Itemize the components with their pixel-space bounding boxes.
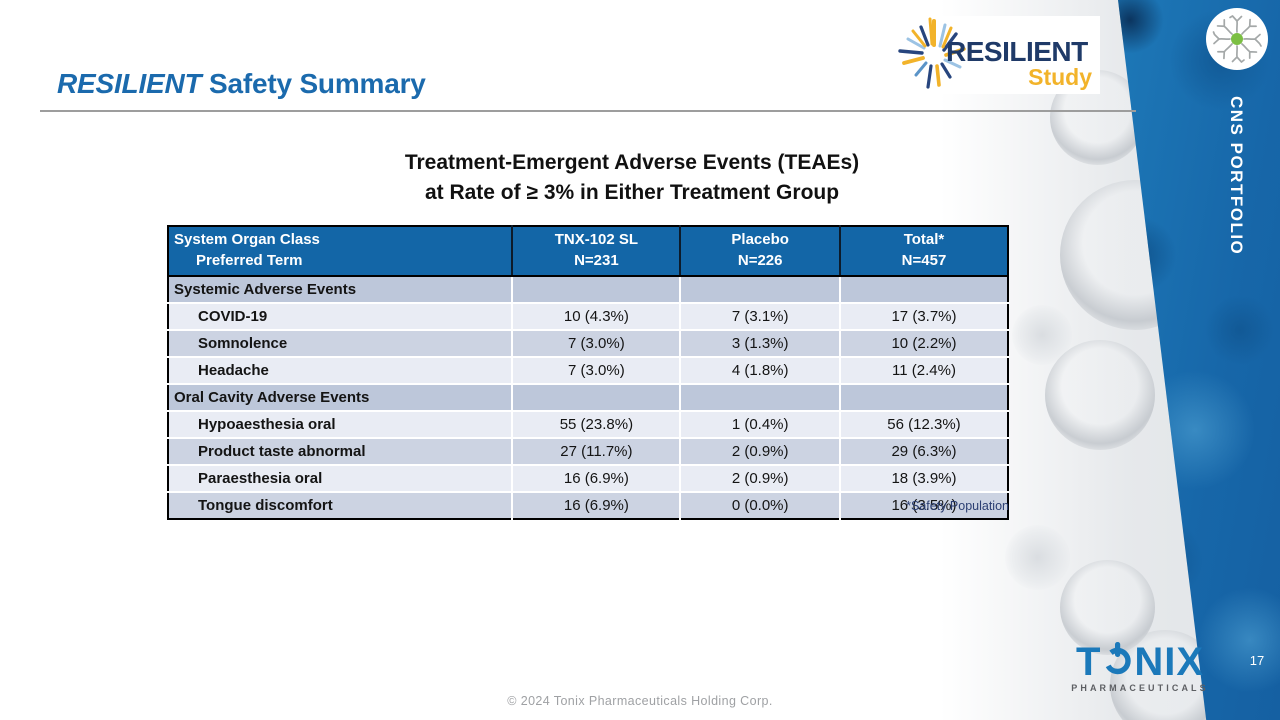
row-value: 7 (3.0%): [511, 356, 681, 385]
header-system-organ-class: System Organ Class Preferred Term: [168, 226, 513, 278]
table-row: Hypoaesthesia oral 55 (23.8%) 1 (0.4%) 56 (…: [168, 410, 1008, 439]
table-header-row: System Organ Class Preferred Term TNX-10…: [168, 226, 1008, 278]
page-number: 17: [1249, 653, 1265, 668]
table-row: Paraesthesia oral 16 (6.9%) 2 (0.9%) 18 (3.…: [168, 464, 1008, 493]
row-label: Tongue discomfort: [168, 491, 513, 520]
row-value: [838, 275, 1008, 304]
power-button-icon: [1102, 642, 1133, 678]
row-value: 18 (3.9%): [838, 464, 1008, 493]
row-value: 3 (1.3%): [679, 329, 840, 358]
row-value: 16 (3.5%): [838, 491, 1008, 520]
table-row: Product taste abnormal 27 (11.7%) 2 (0.9%)…: [168, 437, 1008, 466]
row-label: Hypoaesthesia oral: [168, 410, 513, 439]
table-row: Oral Cavity Adverse Events: [168, 383, 1008, 412]
page-title: RESILIENT Safety Summary: [57, 68, 426, 100]
row-label: Oral Cavity Adverse Events: [168, 383, 513, 412]
table-row: COVID-19 10 (4.3%) 7 (3.1%) 17 (3.7%): [168, 302, 1008, 331]
molecule-bubble: [1045, 340, 1155, 450]
row-value: 1 (0.4%): [679, 410, 840, 439]
row-value: 10 (4.3%): [511, 302, 681, 331]
row-label: COVID-19: [168, 302, 513, 331]
row-label: Systemic Adverse Events: [168, 275, 513, 304]
row-value: 0 (0.0%): [679, 491, 840, 520]
row-value: [838, 383, 1008, 412]
row-value: 7 (3.0%): [511, 329, 681, 358]
neuron-icon: [1205, 7, 1269, 71]
cns-portfolio-label: CNS PORTFOLIO: [1227, 96, 1246, 256]
row-value: 16 (6.9%): [511, 491, 681, 520]
tonix-logo-text: T NIX: [1070, 640, 1210, 684]
teae-table-body: Systemic Adverse Events COVID-19 10 (4.3%)…: [168, 275, 1008, 520]
copyright: © 2024 Tonix Pharmaceuticals Holding Cor…: [507, 694, 773, 708]
resilient-logo-sub: Study: [1028, 64, 1092, 90]
molecule-bubble: [1005, 525, 1070, 590]
row-value: [511, 275, 681, 304]
table-row: Tongue discomfort 16 (6.9%) 0 (0.0%) 16 (3.…: [168, 491, 1008, 520]
row-value: 16 (6.9%): [511, 464, 681, 493]
resilient-study-logo: RESILIENT Study: [893, 16, 1100, 94]
tonix-logo-sub: PHARMACEUTICALS: [1071, 683, 1209, 693]
row-value: [679, 383, 840, 412]
row-label: Headache: [168, 356, 513, 385]
row-value: 11 (2.4%): [838, 356, 1008, 385]
row-label: Product taste abnormal: [168, 437, 513, 466]
table-title: Treatment-Emergent Adverse Events (TEAEs…: [167, 148, 1097, 209]
title-divider: [40, 110, 1136, 112]
row-value: [511, 383, 681, 412]
row-value: 27 (11.7%): [511, 437, 681, 466]
row-value: 56 (12.3%): [838, 410, 1008, 439]
row-value: 17 (3.7%): [838, 302, 1008, 331]
title-study-name: RESILIENT: [57, 68, 202, 99]
row-value: 7 (3.1%): [679, 302, 840, 331]
row-value: [679, 275, 840, 304]
row-label: Somnolence: [168, 329, 513, 358]
row-value: 55 (23.8%): [511, 410, 681, 439]
title-rest: Safety Summary: [209, 68, 426, 99]
teae-table: System Organ Class Preferred Term TNX-10…: [167, 225, 1009, 521]
row-value: 2 (0.9%): [679, 464, 840, 493]
table-row: Headache 7 (3.0%) 4 (1.8%) 11 (2.4%): [168, 356, 1008, 385]
header-placebo: Placebo N=226: [679, 226, 840, 278]
table-title-line2: at Rate of ≥ 3% in Either Treatment Grou…: [424, 181, 840, 205]
table-title-line1: Treatment-Emergent Adverse Events (TEAEs…: [404, 151, 860, 174]
row-value: 2 (0.9%): [679, 437, 840, 466]
tonix-logo: T NIX PHARMACEUTICALS: [1070, 642, 1210, 693]
header-tnx102: TNX-102 SL N=231: [511, 226, 681, 278]
footnote: *Safety Population: [906, 499, 1009, 513]
header-total: Total* N=457: [838, 226, 1008, 278]
row-value: 29 (6.3%): [838, 437, 1008, 466]
table-row: Somnolence 7 (3.0%) 3 (1.3%) 10 (2.2%): [168, 329, 1008, 358]
tonix-letters-nix: NIX: [1134, 640, 1205, 684]
row-value: 10 (2.2%): [838, 329, 1008, 358]
tonix-letter-t: T: [1075, 640, 1102, 684]
row-value: 4 (1.8%): [679, 356, 840, 385]
starburst-icon: [898, 17, 966, 89]
table-row: Systemic Adverse Events: [168, 275, 1008, 304]
resilient-logo-text: RESILIENT: [946, 36, 1088, 67]
row-label: Paraesthesia oral: [168, 464, 513, 493]
